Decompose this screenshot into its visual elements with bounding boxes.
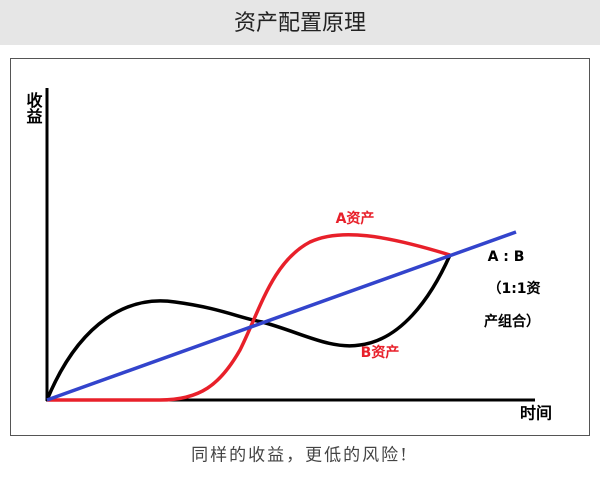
y-axis-label: 收益: [24, 91, 43, 124]
x-axis-label: 时间: [520, 404, 552, 423]
header-bar: [0, 0, 600, 45]
curve-b-label: B资产: [361, 344, 400, 361]
curve-a: [47, 232, 451, 402]
combo-label: 产组合）: [484, 313, 540, 330]
header-title: 资产配置原理: [234, 11, 366, 36]
combo-label: （1:1资: [487, 280, 540, 297]
caption: 同样的收益，更低的风险!: [191, 446, 409, 466]
curve-a-label: A资产: [336, 210, 375, 227]
combo-label: A : B: [488, 249, 525, 265]
combo-line: [46, 230, 517, 402]
